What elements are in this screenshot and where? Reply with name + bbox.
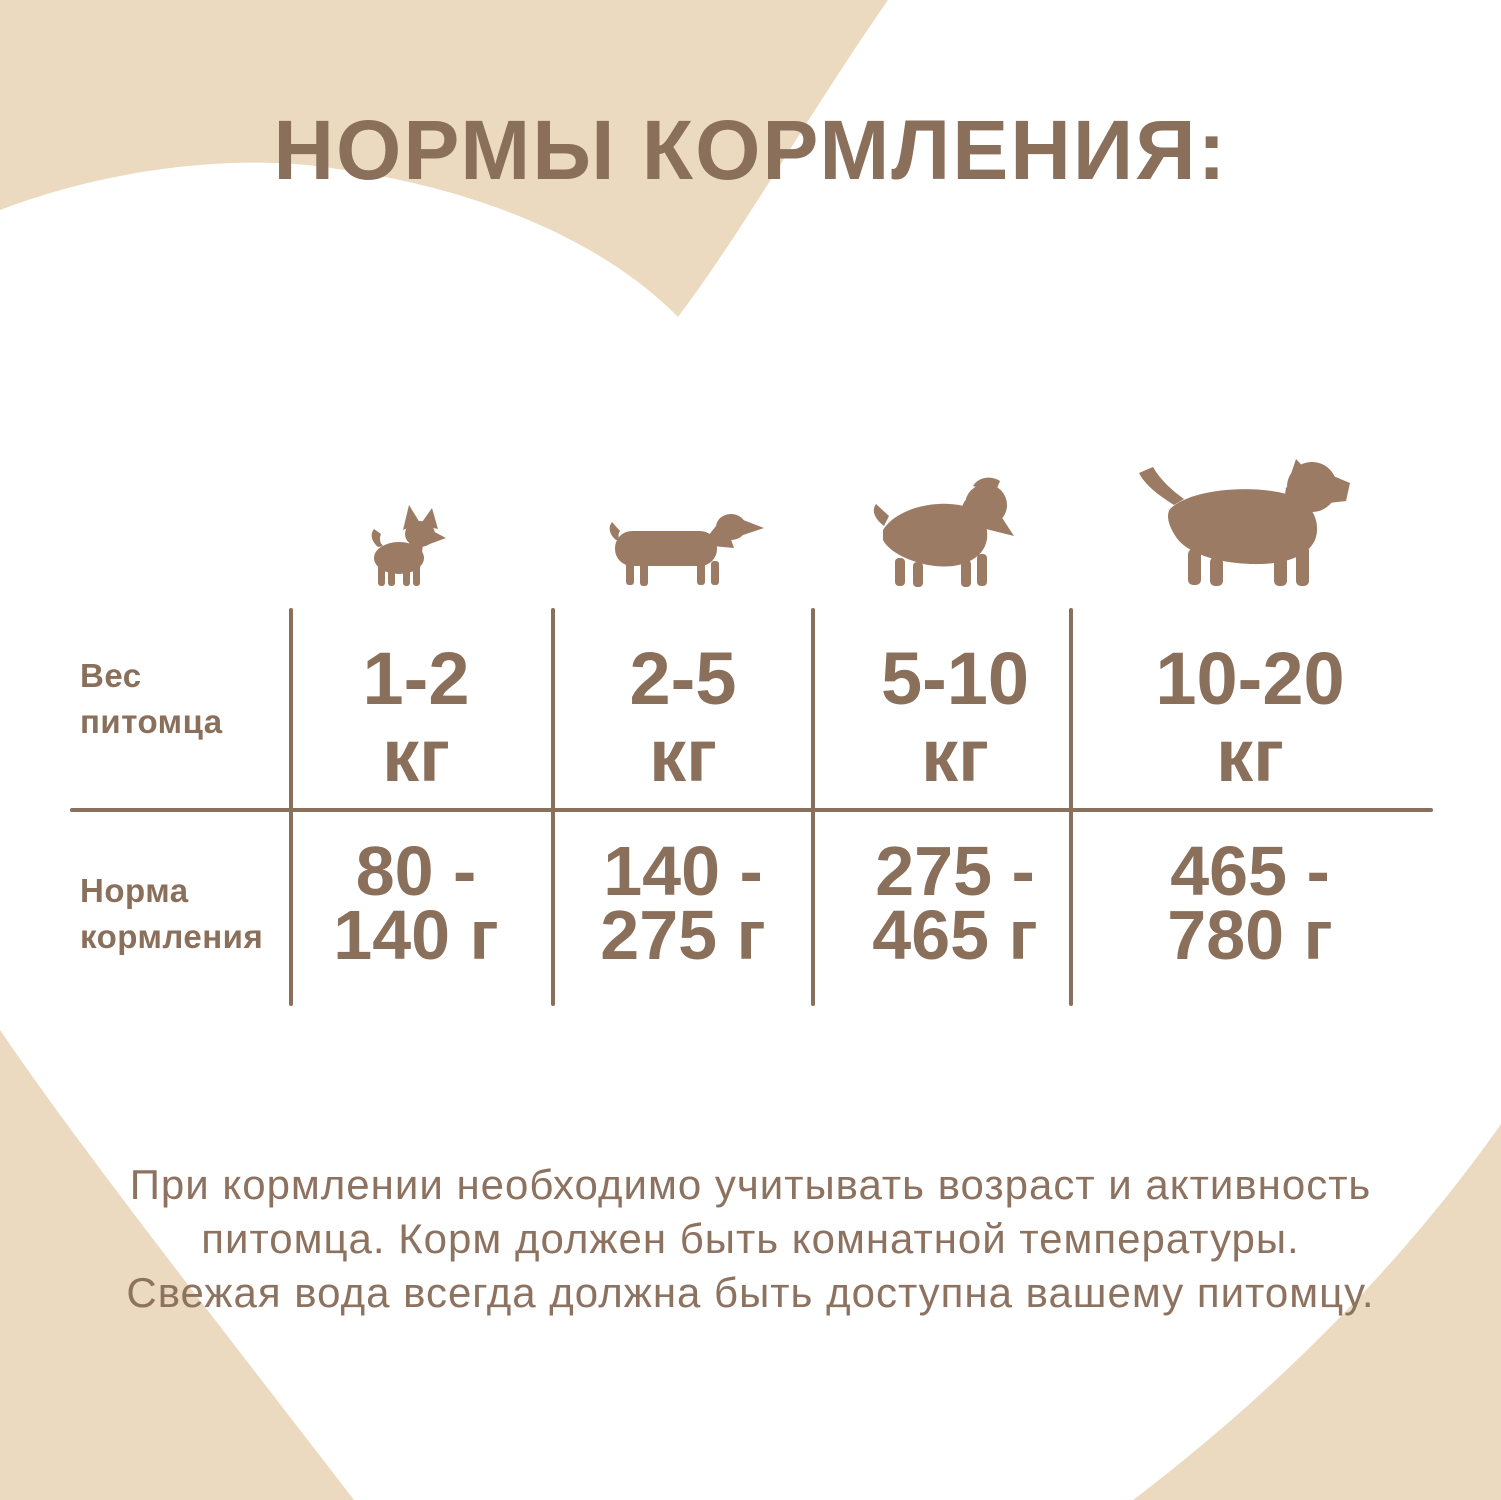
row-label-line: кормления bbox=[80, 918, 264, 955]
norm-cell-3: 275 - 465 г bbox=[825, 832, 1085, 974]
row-label-line: питомца bbox=[80, 703, 223, 740]
norm-cell-4: 465 - 780 г bbox=[1120, 832, 1380, 974]
norm-value: 80 - bbox=[355, 832, 477, 910]
norm-value: 465 - bbox=[1170, 832, 1330, 910]
row-label-pet-weight: Вес питомца bbox=[80, 653, 223, 745]
chihuahua-icon bbox=[365, 503, 460, 588]
table-divider-vertical-3 bbox=[811, 608, 815, 1006]
dachshund-icon bbox=[607, 503, 765, 588]
row-label-line: Норма bbox=[80, 872, 189, 909]
weight-unit: кг bbox=[1216, 714, 1284, 797]
weight-cell-1: 1-2 кг bbox=[286, 640, 546, 794]
table-divider-vertical-4 bbox=[1069, 608, 1073, 1006]
table-divider-vertical-2 bbox=[551, 608, 555, 1006]
weight-cell-4: 10-20 кг bbox=[1120, 640, 1380, 794]
weight-unit: кг bbox=[921, 714, 989, 797]
norm-value: 275 г bbox=[600, 896, 766, 974]
row-label-line: Вес bbox=[80, 657, 142, 694]
rottweiler-icon bbox=[1136, 447, 1356, 588]
weight-cell-3: 5-10 кг bbox=[825, 640, 1085, 794]
weight-value: 1-2 bbox=[362, 637, 470, 720]
norm-value: 780 г bbox=[1167, 896, 1333, 974]
feeding-note: При кормлении необходимо учитывать возра… bbox=[0, 1158, 1501, 1320]
norm-value: 140 г bbox=[333, 896, 499, 974]
weight-cell-2: 2-5 кг bbox=[553, 640, 813, 794]
weight-unit: кг bbox=[649, 714, 717, 797]
norm-cell-1: 80 - 140 г bbox=[286, 832, 546, 974]
table-divider-horizontal bbox=[70, 808, 1433, 812]
weight-unit: кг bbox=[382, 714, 450, 797]
row-label-feeding-norm: Норма кормления bbox=[80, 868, 263, 960]
weight-value: 2-5 bbox=[629, 637, 737, 720]
note-line: питомца. Корм должен быть комнатной темп… bbox=[201, 1215, 1300, 1262]
table-divider-vertical-1 bbox=[289, 608, 293, 1006]
norm-cell-2: 140 - 275 г bbox=[553, 832, 813, 974]
spaniel-icon bbox=[867, 472, 1032, 588]
note-line: Свежая вода всегда должна быть доступна … bbox=[126, 1269, 1375, 1316]
norm-value: 140 - bbox=[603, 832, 763, 910]
weight-value: 10-20 bbox=[1155, 637, 1345, 720]
note-line: При кормлении необходимо учитывать возра… bbox=[129, 1161, 1372, 1208]
page-title: НОРМЫ КОРМЛЕНИЯ: bbox=[273, 103, 1228, 197]
norm-value: 465 г bbox=[872, 896, 1038, 974]
weight-value: 5-10 bbox=[880, 637, 1030, 720]
norm-value: 275 - bbox=[875, 832, 1035, 910]
